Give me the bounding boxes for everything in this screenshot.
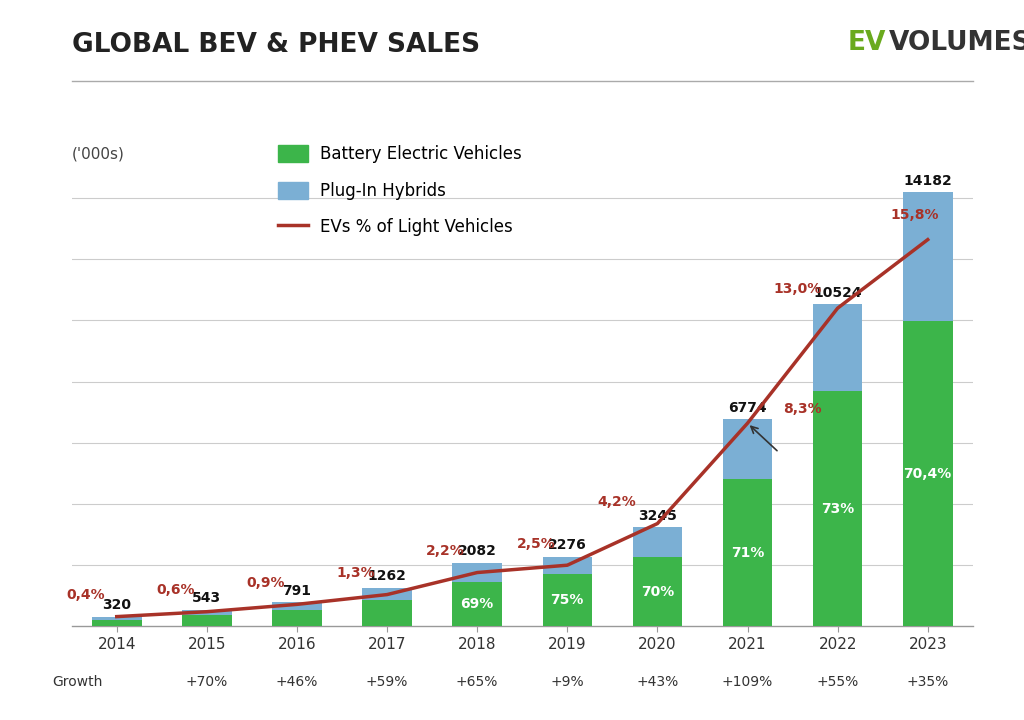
Bar (543, 557, 592, 574)
Text: 0,9%: 0,9% (246, 576, 285, 590)
Bar (453, 582, 502, 626)
Text: 2,2%: 2,2% (426, 544, 465, 558)
Bar (813, 305, 862, 391)
Text: 3245: 3245 (638, 508, 677, 523)
Bar (272, 602, 322, 610)
Text: +55%: +55% (816, 675, 859, 689)
Text: 4,2%: 4,2% (597, 495, 636, 509)
Text: +59%: +59% (366, 675, 409, 689)
Text: 543: 543 (193, 591, 221, 606)
Bar (92, 620, 141, 626)
Text: 75%: 75% (551, 593, 584, 607)
Text: 14182: 14182 (903, 174, 952, 188)
Bar (723, 480, 772, 626)
Text: 2082: 2082 (458, 544, 497, 558)
Text: VOLUMES: VOLUMES (889, 30, 1024, 56)
Bar (633, 557, 682, 626)
Text: +109%: +109% (722, 675, 773, 689)
Bar (362, 600, 412, 626)
Bar (182, 615, 231, 626)
Text: 73%: 73% (821, 502, 854, 516)
Bar (92, 616, 141, 620)
Text: EV: EV (848, 30, 886, 56)
Text: 6774: 6774 (728, 400, 767, 415)
Text: Growth: Growth (52, 675, 102, 689)
Bar (903, 321, 952, 626)
Bar (362, 588, 412, 600)
Text: 320: 320 (102, 598, 131, 612)
Text: 0,6%: 0,6% (156, 583, 195, 597)
Text: 2276: 2276 (548, 538, 587, 552)
Bar (903, 192, 952, 321)
Text: 70,4%: 70,4% (903, 467, 952, 481)
Text: +46%: +46% (275, 675, 318, 689)
Text: 0,4%: 0,4% (66, 588, 104, 602)
Text: GLOBAL BEV & PHEV SALES: GLOBAL BEV & PHEV SALES (72, 32, 480, 58)
Bar (633, 527, 682, 557)
Bar (543, 574, 592, 626)
Text: +9%: +9% (551, 675, 584, 689)
Text: +70%: +70% (185, 675, 228, 689)
Text: 1262: 1262 (368, 570, 407, 583)
Bar (272, 610, 322, 626)
Text: 70%: 70% (641, 585, 674, 598)
Text: 2,5%: 2,5% (516, 536, 555, 551)
Text: ('000s): ('000s) (72, 146, 125, 161)
Legend: Battery Electric Vehicles, Plug-In Hybrids, EVs % of Light Vehicles: Battery Electric Vehicles, Plug-In Hybri… (279, 145, 521, 236)
Bar (182, 610, 231, 615)
Bar (723, 419, 772, 480)
Text: 8,3%: 8,3% (783, 402, 822, 416)
Text: 13,0%: 13,0% (773, 282, 821, 296)
Text: +65%: +65% (456, 675, 499, 689)
Text: 1,3%: 1,3% (336, 566, 375, 580)
Text: 69%: 69% (461, 598, 494, 611)
Text: 15,8%: 15,8% (890, 209, 938, 222)
Bar (813, 391, 862, 626)
Text: 791: 791 (283, 584, 311, 598)
Bar (453, 563, 502, 582)
Text: 10524: 10524 (813, 286, 862, 300)
Text: +35%: +35% (906, 675, 949, 689)
Text: 71%: 71% (731, 546, 764, 560)
Text: +43%: +43% (636, 675, 679, 689)
